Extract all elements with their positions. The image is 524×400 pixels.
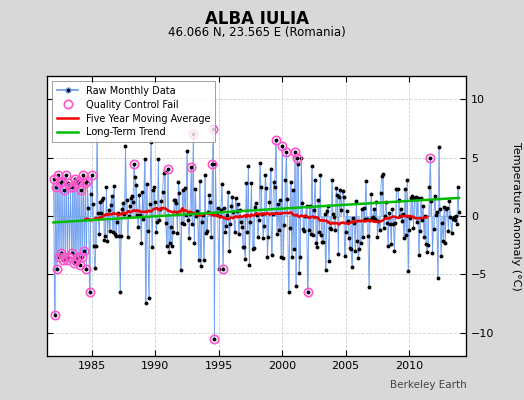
Text: 46.066 N, 23.565 E (Romania): 46.066 N, 23.565 E (Romania) bbox=[168, 26, 346, 39]
Legend: Raw Monthly Data, Quality Control Fail, Five Year Moving Average, Long-Term Tren: Raw Monthly Data, Quality Control Fail, … bbox=[52, 81, 215, 142]
Text: Berkeley Earth: Berkeley Earth bbox=[390, 380, 466, 390]
Text: ALBA IULIA: ALBA IULIA bbox=[205, 10, 309, 28]
Y-axis label: Temperature Anomaly (°C): Temperature Anomaly (°C) bbox=[511, 142, 521, 290]
